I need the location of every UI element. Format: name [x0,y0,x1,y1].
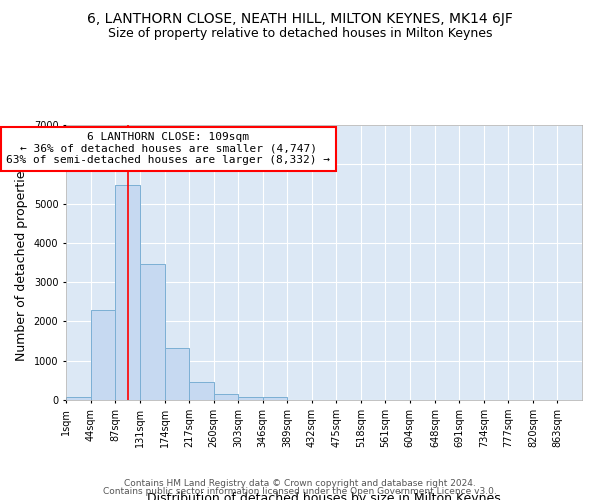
Bar [263,397,287,400]
Text: Size of property relative to detached houses in Milton Keynes: Size of property relative to detached ho… [108,28,492,40]
Text: Contains public sector information licensed under the Open Government Licence v3: Contains public sector information licen… [103,487,497,496]
Bar [140,264,164,400]
Bar [189,382,214,400]
Bar [164,348,189,400]
Bar [91,310,115,400]
Bar [238,397,263,400]
Text: Contains HM Land Registry data © Crown copyright and database right 2024.: Contains HM Land Registry data © Crown c… [124,478,476,488]
Bar [214,394,238,400]
X-axis label: Distribution of detached houses by size in Milton Keynes: Distribution of detached houses by size … [147,492,501,500]
Bar [66,397,91,400]
Text: 6 LANTHORN CLOSE: 109sqm
← 36% of detached houses are smaller (4,747)
63% of sem: 6 LANTHORN CLOSE: 109sqm ← 36% of detach… [6,132,330,166]
Y-axis label: Number of detached properties: Number of detached properties [15,164,28,361]
Bar [115,186,140,400]
Text: 6, LANTHORN CLOSE, NEATH HILL, MILTON KEYNES, MK14 6JF: 6, LANTHORN CLOSE, NEATH HILL, MILTON KE… [87,12,513,26]
